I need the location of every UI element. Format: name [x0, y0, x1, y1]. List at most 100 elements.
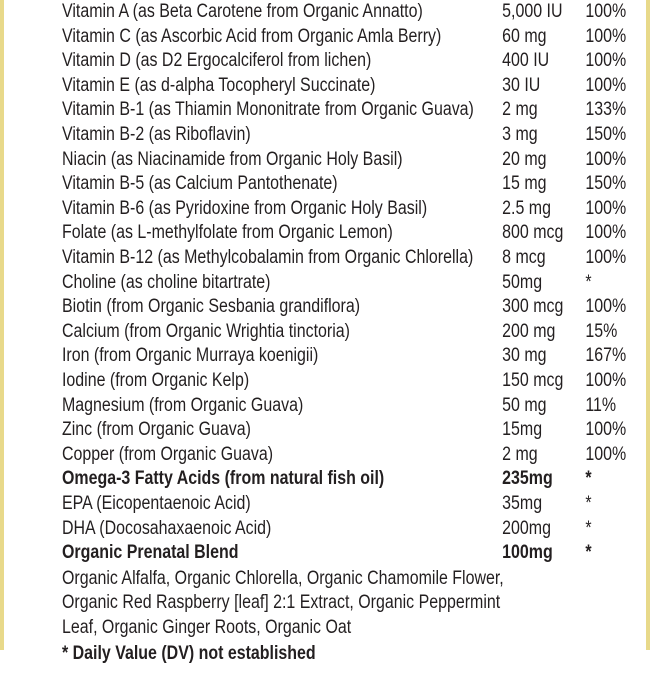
- nutrient-dv: *: [585, 468, 592, 490]
- footnote: * Daily Value (DV) not established: [62, 642, 316, 664]
- nutrient-name: Vitamin B-2 (as Riboflavin): [62, 124, 251, 145]
- nutrient-dv: 15%: [585, 320, 618, 342]
- nutrient-name: Vitamin E (as d-alpha Tocopheryl Succina…: [62, 74, 376, 96]
- nutrient-name: Folate (as L-methylfolate from Organic L…: [62, 222, 393, 244]
- nutrient-dv: *: [585, 493, 592, 514]
- nutrient-dv: *: [585, 542, 592, 564]
- nutrient-dv: 100%: [585, 197, 627, 219]
- nutrient-name: Niacin (as Niacinamide from Organic Holy…: [62, 148, 403, 170]
- nutrient-name: DHA (Docosahaxaenoic Acid): [62, 517, 272, 539]
- nutrient-row: Vitamin B-1 (as Thiamin Mononitrate from…: [62, 98, 650, 122]
- nutrient-name: Vitamin B-12 (as Methylcobalamin from Or…: [62, 247, 474, 268]
- blend-line: Organic Red Raspberry [leaf] 2:1 Extract…: [62, 592, 501, 614]
- nutrient-name: Zinc (from Organic Guava): [62, 419, 251, 441]
- nutrient-dv: 100%: [585, 443, 627, 465]
- nutrient-dv: 11%: [585, 394, 617, 416]
- nutrient-row: Niacin (as Niacinamide from Organic Holy…: [62, 148, 650, 172]
- nutrient-name: Magnesium (from Organic Guava): [62, 394, 304, 416]
- nutrient-row: Omega-3 Fatty Acids (from natural fish o…: [62, 467, 650, 491]
- nutrient-dv: *: [585, 271, 592, 293]
- nutrient-amount: 15mg: [502, 419, 543, 441]
- nutrient-dv: 100%: [585, 247, 627, 268]
- nutrient-name: Vitamin D (as D2 Ergocalciferol from lic…: [62, 50, 372, 72]
- nutrient-name: Vitamin B-6 (as Pyridoxine from Organic …: [62, 197, 428, 219]
- nutrient-name: EPA (Eicopentaenoic Acid): [62, 493, 251, 514]
- nutrient-amount: 30 IU: [502, 74, 541, 96]
- nutrient-amount: 800 mcg: [502, 222, 564, 244]
- nutrient-row: Iodine (from Organic Kelp) 150 mcg 100%: [62, 369, 650, 393]
- nutrient-row: Vitamin B-5 (as Calcium Pantothenate) 15 …: [62, 172, 650, 196]
- nutrient-amount: 5,000 IU: [502, 1, 563, 22]
- nutrient-dv: 133%: [585, 99, 627, 121]
- nutrient-amount: 50 mg: [502, 394, 547, 416]
- nutrient-name: Organic Prenatal Blend: [62, 542, 239, 564]
- nutrient-amount: 15 mg: [502, 173, 547, 195]
- nutrient-row: Zinc (from Organic Guava) 15mg 100%: [62, 418, 650, 442]
- nutrient-dv: 100%: [585, 222, 627, 244]
- nutrient-row: Iron (from Organic Murraya koenigii) 30 m…: [62, 344, 650, 368]
- nutrient-row: Magnesium (from Organic Guava) 50 mg 11%: [62, 394, 650, 418]
- nutrient-dv: 167%: [585, 345, 627, 367]
- nutrient-dv: 100%: [585, 25, 627, 47]
- label-border-left: [0, 0, 4, 650]
- nutrient-name: Calcium (from Organic Wrightia tinctoria…: [62, 320, 350, 342]
- nutrient-amount: 400 IU: [502, 50, 550, 72]
- nutrient-row: Vitamin E (as d-alpha Tocopheryl Succina…: [62, 74, 650, 98]
- nutrient-amount: 2 mg: [502, 443, 538, 465]
- nutrient-amount: 2 mg: [502, 99, 538, 121]
- nutrient-row: Choline (as choline bitartrate) 50mg *: [62, 271, 650, 295]
- nutrient-name: Omega-3 Fatty Acids (from natural fish o…: [62, 468, 385, 490]
- nutrient-dv: 150%: [585, 124, 627, 145]
- nutrient-amount: 235mg: [502, 468, 553, 490]
- nutrient-dv: 100%: [585, 148, 627, 170]
- nutrient-amount: 100mg: [502, 542, 553, 564]
- nutrient-amount: 8 mcg: [502, 247, 546, 268]
- nutrient-amount: 60 mg: [502, 25, 547, 47]
- nutrient-dv: 150%: [585, 173, 627, 195]
- nutrient-row: Biotin (from Organic Sesbania grandiflor…: [62, 295, 650, 319]
- nutrient-row: Vitamin B-12 (as Methylcobalamin from Or…: [62, 246, 650, 270]
- nutrient-amount: 35mg: [502, 493, 543, 514]
- nutrient-dv: 100%: [585, 1, 627, 22]
- nutrient-dv: 100%: [585, 370, 627, 391]
- nutrient-row: Folate (as L-methylfolate from Organic L…: [62, 221, 650, 245]
- nutrient-row: Vitamin C (as Ascorbic Acid from Organic…: [62, 25, 650, 49]
- nutrient-row: Calcium (from Organic Wrightia tinctoria…: [62, 320, 650, 344]
- nutrient-dv: 100%: [585, 50, 627, 72]
- nutrient-name: Vitamin A (as Beta Carotene from Organic…: [62, 1, 423, 22]
- nutrient-row: DHA (Docosahaxaenoic Acid) 200mg *: [62, 517, 650, 541]
- nutrient-name: Vitamin B-5 (as Calcium Pantothenate): [62, 173, 338, 195]
- nutrient-amount: 30 mg: [502, 345, 547, 367]
- supplement-facts-table: Vitamin A (as Beta Carotene from Organic…: [62, 0, 650, 700]
- nutrient-dv: 100%: [585, 74, 627, 96]
- blend-line: Organic Alfalfa, Organic Chlorella, Orga…: [62, 567, 504, 589]
- nutrient-name: Choline (as choline bitartrate): [62, 271, 271, 293]
- nutrient-amount: 300 mcg: [502, 296, 564, 318]
- nutrient-row: Copper (from Organic Guava) 2 mg 100%: [62, 443, 650, 467]
- nutrient-dv: 100%: [585, 296, 627, 318]
- nutrient-name: Iron (from Organic Murraya koenigii): [62, 345, 319, 367]
- nutrient-row: Vitamin B-6 (as Pyridoxine from Organic …: [62, 197, 650, 221]
- nutrient-amount: 20 mg: [502, 148, 547, 170]
- blend-line: Leaf, Organic Ginger Roots, Organic Oat: [62, 616, 352, 638]
- nutrient-row: Vitamin D (as D2 Ergocalciferol from lic…: [62, 49, 650, 73]
- nutrient-row: EPA (Eicopentaenoic Acid) 35mg *: [62, 492, 650, 516]
- nutrient-row: Organic Prenatal Blend 100mg *: [62, 541, 650, 565]
- nutrient-name: Vitamin B-1 (as Thiamin Mononitrate from…: [62, 99, 474, 121]
- nutrient-row: Vitamin B-2 (as Riboflavin) 3 mg 150%: [62, 123, 650, 147]
- nutrient-amount: 50mg: [502, 271, 543, 293]
- nutrient-amount: 3 mg: [502, 124, 538, 145]
- nutrient-name: Copper (from Organic Guava): [62, 443, 274, 465]
- nutrient-dv: 100%: [585, 419, 627, 441]
- nutrient-amount: 2.5 mg: [502, 197, 551, 219]
- nutrient-amount: 200 mg: [502, 320, 556, 342]
- blend-ingredients: Organic Alfalfa, Organic Chlorella, Orga…: [62, 567, 504, 641]
- nutrient-name: Iodine (from Organic Kelp): [62, 370, 250, 391]
- nutrient-row: Vitamin A (as Beta Carotene from Organic…: [62, 0, 650, 24]
- nutrient-name: Vitamin C (as Ascorbic Acid from Organic…: [62, 25, 442, 47]
- nutrient-amount: 150 mcg: [502, 370, 564, 391]
- nutrient-name: Biotin (from Organic Sesbania grandiflor…: [62, 296, 361, 318]
- nutrient-amount: 200mg: [502, 517, 551, 539]
- nutrient-dv: *: [585, 517, 592, 539]
- label-border-right: [646, 0, 650, 650]
